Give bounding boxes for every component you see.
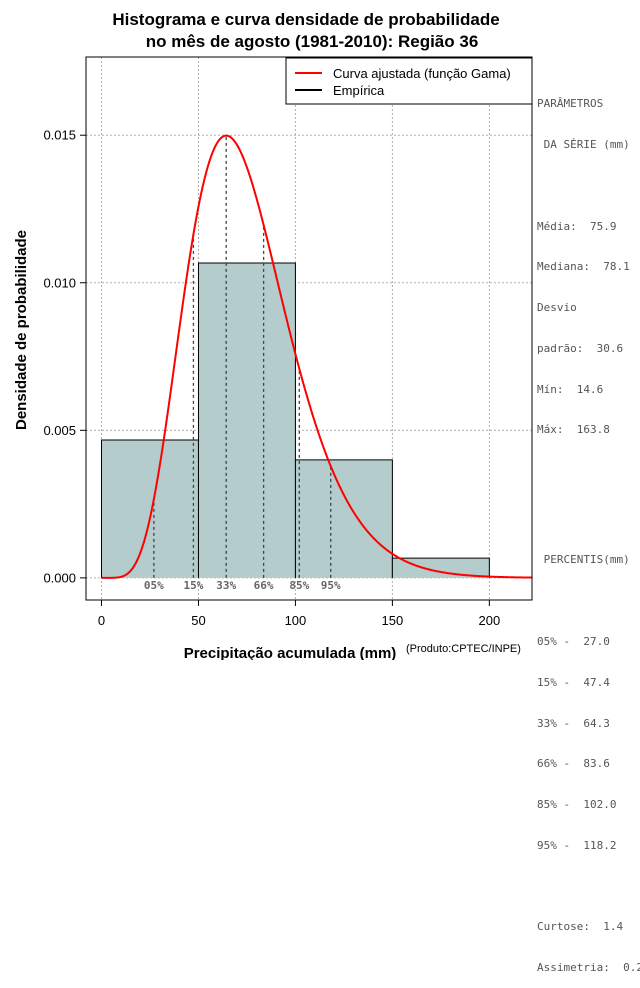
legend: Curva ajustada (função Gama) Empírica bbox=[285, 57, 533, 105]
chart-title-line-1: Histograma e curva densidade de probabil… bbox=[112, 10, 499, 29]
gamma-curve-layer bbox=[101, 134, 533, 579]
legend-label-empirical: Empírica bbox=[333, 83, 385, 98]
x-axis: 0 50 100 150 200 bbox=[98, 600, 500, 628]
y-tick-label-1: 0.005 bbox=[43, 423, 76, 438]
chart-title-line-2: no mês de agosto (1981-2010): Região 36 bbox=[146, 32, 479, 51]
stats-panel: PARÂMETROS DA SÉRIE (mm) Média: 75.9 Med… bbox=[537, 70, 640, 988]
y-tick-label-3: 0.015 bbox=[43, 128, 76, 143]
y-axis-label: Densidade de probabilidade bbox=[13, 230, 30, 430]
bar-3 bbox=[392, 558, 490, 578]
stat-max: Máx: 163.8 bbox=[537, 423, 610, 437]
percentile-label-0: 05% bbox=[144, 579, 164, 592]
percentil-95: 95% - 118.2 bbox=[537, 838, 617, 852]
stat-padrao: padrão: 30.6 bbox=[537, 341, 624, 355]
percentile-label-2: 33% bbox=[216, 579, 236, 592]
y-tick-label-2: 0.010 bbox=[43, 275, 76, 290]
bar-outline-3 bbox=[391, 557, 490, 578]
percentil-66: 66% - 83.6 bbox=[537, 757, 610, 771]
stat-assimetria: Assimetria: 0.2 bbox=[537, 961, 640, 975]
histogram-bars bbox=[101, 262, 490, 578]
percentil-85: 85% - 102.0 bbox=[537, 798, 617, 812]
stat-min: Mín: 14.6 bbox=[537, 382, 604, 396]
percentile-label-5: 95% bbox=[321, 579, 341, 592]
bar-0 bbox=[101, 440, 199, 578]
legend-label-curve: Curva ajustada (função Gama) bbox=[333, 66, 511, 81]
product-credit: (Produto:CPTEC/INPE) bbox=[406, 643, 521, 655]
percentile-label-3: 66% bbox=[254, 579, 274, 592]
chart: Histograma e curva densidade de probabil… bbox=[13, 10, 533, 660]
percentil-33: 33% - 64.3 bbox=[537, 716, 610, 730]
bar-outline-1 bbox=[197, 262, 296, 578]
x-axis-label: Precipitação acumulada (mm) bbox=[184, 645, 397, 660]
params-title-line-2: DA SÉRIE (mm) bbox=[537, 137, 630, 151]
x-tick-label-2: 100 bbox=[285, 613, 307, 628]
stat-desvio: Desvio bbox=[537, 301, 577, 315]
y-tick-label-0: 0.000 bbox=[43, 570, 76, 585]
percentil-05: 05% - 27.0 bbox=[537, 634, 610, 648]
stat-curtose: Curtose: 1.4 bbox=[537, 920, 624, 934]
percentile-lines: 05% 15% 33% 66% 85% 95% bbox=[144, 135, 341, 592]
x-tick-label-1: 50 bbox=[191, 613, 205, 628]
bar-2 bbox=[295, 459, 393, 578]
y-axis: 0.000 0.005 0.010 0.015 bbox=[43, 128, 86, 585]
stat-mediana: Mediana: 78.1 bbox=[537, 260, 630, 274]
percentile-label-4: 85% bbox=[289, 579, 309, 592]
x-tick-label-4: 200 bbox=[478, 613, 500, 628]
bar-1 bbox=[198, 262, 296, 578]
x-tick-label-3: 150 bbox=[382, 613, 404, 628]
legend-box bbox=[285, 57, 533, 105]
percentis-title: PERCENTIS(mm) bbox=[537, 553, 630, 567]
params-title-line-1: PARÂMETROS bbox=[537, 97, 604, 111]
x-tick-label-0: 0 bbox=[98, 613, 105, 628]
plot-frame bbox=[85, 56, 533, 601]
bar-outline-2 bbox=[294, 459, 393, 578]
percentil-15: 15% - 47.4 bbox=[537, 675, 610, 689]
gamma-curve bbox=[101, 134, 533, 579]
stat-media: Média: 75.9 bbox=[537, 219, 617, 233]
percentile-label-1: 15% bbox=[183, 579, 203, 592]
